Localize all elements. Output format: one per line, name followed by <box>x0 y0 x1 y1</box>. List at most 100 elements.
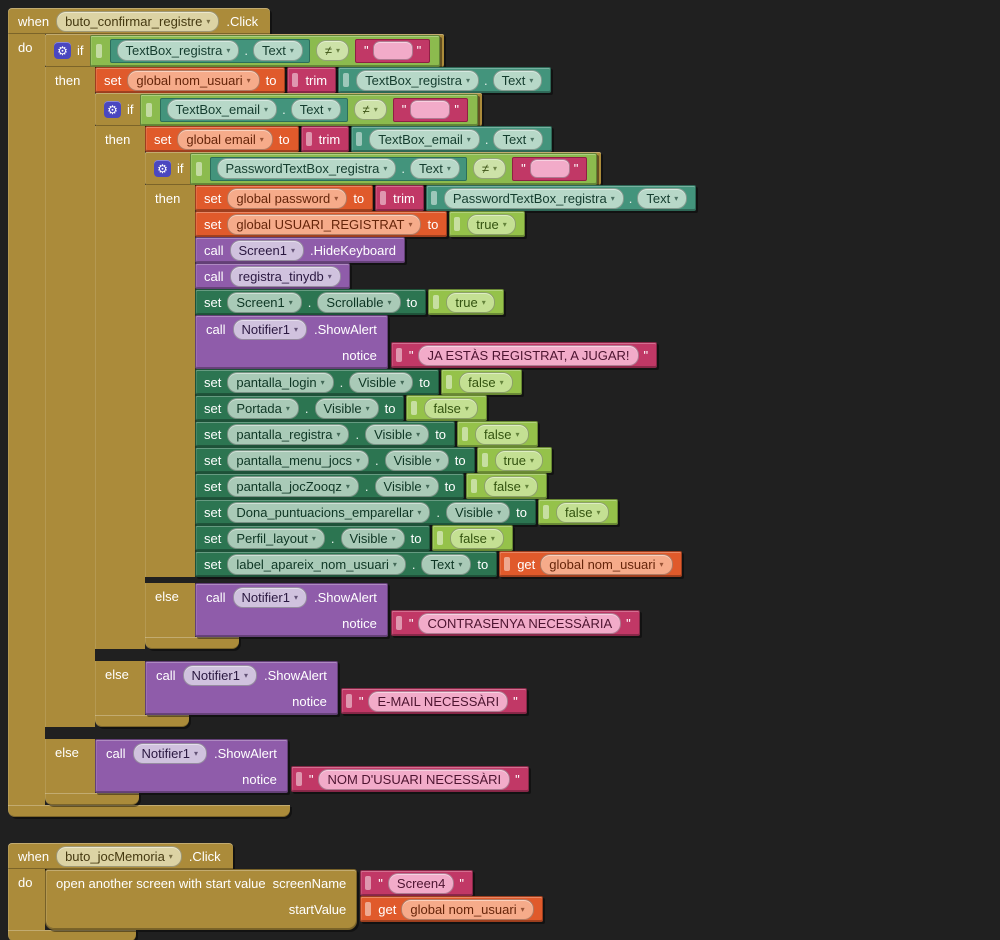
if-block-email[interactable]: ⚙ if TextBox_email ▾ . <box>95 93 697 727</box>
string-block[interactable]: " CONTRASENYA NECESSÀRIA " <box>390 610 640 636</box>
logic-value-dropdown[interactable]: false ▾ <box>475 423 529 445</box>
trim-block[interactable]: trim <box>300 126 350 152</box>
component-dropdown[interactable]: TextBox_email ▾ <box>369 128 480 150</box>
comparison-block[interactable]: TextBox_email ▾ . Text ▾ <box>139 93 478 126</box>
string-input[interactable] <box>372 41 413 60</box>
logic-value-dropdown[interactable]: false ▾ <box>459 371 513 393</box>
string-input[interactable] <box>410 100 451 119</box>
string-input[interactable]: CONTRASENYA NECESSÀRIA <box>418 612 622 634</box>
string-input[interactable]: E-MAIL NECESSÀRI <box>368 690 509 712</box>
property-dropdown[interactable]: Text ▾ <box>290 99 341 120</box>
string-block[interactable]: " Screen4 " <box>360 870 473 896</box>
logic-value-dropdown[interactable]: true ▾ <box>494 449 543 471</box>
call-showalert-block[interactable]: call Notifier1 ▾ .ShowAlert <box>195 315 658 369</box>
logic-value-dropdown[interactable]: true ▾ <box>446 291 495 313</box>
logic-value-block[interactable]: false ▾ <box>432 525 513 551</box>
set-property-block[interactable]: set Dona_puntuacions_emparellar ▾ . <box>195 499 536 525</box>
variable-dropdown[interactable]: global nom_usuari ▾ <box>127 69 260 91</box>
event-block-header[interactable]: when buto_jocMemoria ▾ .Click <box>8 843 233 869</box>
set-variable-block[interactable]: set global password ▾ to <box>195 185 374 211</box>
logic-value-dropdown[interactable]: false ▾ <box>450 527 504 549</box>
logic-value-dropdown[interactable]: false ▾ <box>484 475 538 497</box>
property-dropdown[interactable]: Visible ▾ <box>365 423 430 445</box>
string-input[interactable]: NOM D'USUARI NECESSÀRI <box>318 768 511 790</box>
set-variable-block[interactable]: set global USUARI_REGISTRAT ▾ to <box>195 211 448 237</box>
call-procedure-block[interactable]: call registra_tinydb ▾ <box>195 263 350 289</box>
property-getter-block[interactable]: TextBox_email ▾ . Text ▾ <box>159 97 348 122</box>
set-property-block[interactable]: set pantalla_menu_jocs ▾ . <box>195 447 475 473</box>
component-dropdown[interactable]: pantalla_jocZooqz ▾ <box>227 475 359 497</box>
component-dropdown[interactable]: PasswordTextBox_registra ▾ <box>216 158 397 179</box>
string-input[interactable]: Screen4 <box>387 872 455 894</box>
component-dropdown[interactable]: Perfil_layout ▾ <box>227 527 325 549</box>
property-getter-block[interactable]: TextBox_email ▾ . Text ▾ <box>351 126 553 152</box>
variable-dropdown[interactable]: global password ▾ <box>227 187 348 209</box>
string-block[interactable]: " JA ESTÀS REGISTRAT, A JUGAR! " <box>390 342 658 368</box>
logic-value-block[interactable]: false ▾ <box>457 421 538 447</box>
variable-dropdown[interactable]: global USUARI_REGISTRAT ▾ <box>227 213 422 235</box>
component-dropdown[interactable]: Dona_puntuacions_emparellar ▾ <box>227 501 431 523</box>
procedure-dropdown[interactable]: registra_tinydb ▾ <box>229 265 341 287</box>
component-dropdown[interactable]: pantalla_menu_jocs ▾ <box>227 449 369 471</box>
event-block-header[interactable]: when buto_confirmar_registre ▾ .Click <box>8 8 271 34</box>
property-dropdown[interactable]: Visible ▾ <box>446 501 511 523</box>
operator-dropdown[interactable]: ≠ ▾ <box>353 99 387 120</box>
property-getter-block[interactable]: PasswordTextBox_registra ▾ . Text ▾ <box>425 185 697 211</box>
string-input[interactable]: JA ESTÀS REGISTRAT, A JUGAR! <box>418 344 639 366</box>
set-property-block[interactable]: set pantalla_registra ▾ . <box>195 421 456 447</box>
logic-value-block[interactable]: true ▾ <box>476 447 552 473</box>
property-dropdown[interactable]: Text ▾ <box>637 187 688 209</box>
property-dropdown[interactable]: Text ▾ <box>252 40 303 61</box>
variable-dropdown[interactable]: global nom_usuari ▾ <box>401 898 534 920</box>
property-dropdown[interactable]: Text ▾ <box>492 69 543 91</box>
component-dropdown[interactable]: PasswordTextBox_registra ▾ <box>443 187 624 209</box>
set-property-block[interactable]: set Perfil_layout ▾ . <box>195 525 431 551</box>
call-hidekeyboard-block[interactable]: call Screen1 ▾ .HideKeyboard <box>195 237 405 263</box>
call-showalert-block[interactable]: call Notifier1 ▾ .ShowAlert notice <box>95 739 529 793</box>
component-dropdown[interactable]: label_apareix_nom_usuari ▾ <box>227 553 406 575</box>
logic-value-dropdown[interactable]: false ▾ <box>424 397 478 419</box>
component-dropdown[interactable]: pantalla_login ▾ <box>227 371 334 393</box>
operator-dropdown[interactable]: ≠ ▾ <box>315 40 349 61</box>
set-property-block[interactable]: set pantalla_login ▾ . <box>195 369 440 395</box>
string-block[interactable]: " E-MAIL NECESSÀRI " <box>340 688 527 714</box>
set-property-block[interactable]: set Screen1 ▾ . <box>195 289 427 315</box>
component-dropdown[interactable]: pantalla_registra ▾ <box>227 423 350 445</box>
logic-true-block[interactable]: true ▾ <box>428 289 504 315</box>
property-dropdown[interactable]: Text ▾ <box>493 128 544 150</box>
comparison-block[interactable]: TextBox_registra ▾ . Text ▾ ≠ ▾ <box>89 34 441 67</box>
variable-dropdown[interactable]: global nom_usuari ▾ <box>540 553 673 575</box>
if-block-nom[interactable]: ⚙ if TextBox_registra ▾ . Text ▾ <box>45 34 697 805</box>
string-input[interactable] <box>529 159 570 178</box>
set-variable-block[interactable]: set global email ▾ to <box>145 126 299 152</box>
trim-block[interactable]: trim <box>375 185 424 211</box>
set-property-block[interactable]: set pantalla_jocZooqz ▾ . <box>195 473 465 499</box>
empty-string-block[interactable]: " " <box>354 38 431 63</box>
component-dropdown[interactable]: TextBox_email ▾ <box>166 99 278 120</box>
get-variable-block[interactable]: get global nom_usuari ▾ <box>360 896 543 922</box>
when-joc-memoria-block[interactable]: when buto_jocMemoria ▾ .Click do open an… <box>8 843 543 940</box>
property-dropdown[interactable]: Visible ▾ <box>384 449 449 471</box>
property-dropdown[interactable]: Visible ▾ <box>349 371 414 393</box>
event-component-dropdown[interactable]: buto_jocMemoria ▾ <box>56 845 182 867</box>
logic-value-block[interactable]: false ▾ <box>466 473 547 499</box>
component-dropdown[interactable]: Notifier1 ▾ <box>132 742 207 764</box>
if-block-password[interactable]: ⚙ if PasswordTextBox_registra ▾ <box>145 152 697 649</box>
get-variable-block[interactable]: get global nom_usuari ▾ <box>499 551 682 577</box>
mutator-gear-icon[interactable]: ⚙ <box>104 101 121 118</box>
component-dropdown[interactable]: Notifier1 ▾ <box>182 664 257 686</box>
property-dropdown[interactable]: Text ▾ <box>410 158 460 179</box>
component-dropdown[interactable]: Portada ▾ <box>227 397 299 419</box>
component-dropdown[interactable]: TextBox_registra ▾ <box>356 69 479 91</box>
logic-value-dropdown[interactable]: true ▾ <box>467 213 516 235</box>
event-component-dropdown[interactable]: buto_confirmar_registre ▾ <box>56 10 220 32</box>
mutator-gear-icon[interactable]: ⚙ <box>154 160 171 177</box>
property-getter-block[interactable]: TextBox_registra ▾ . Text ▾ <box>338 67 552 93</box>
property-getter-block[interactable]: TextBox_registra ▾ . Text ▾ <box>109 38 310 63</box>
component-dropdown[interactable]: Screen1 ▾ <box>227 291 302 313</box>
logic-value-block[interactable]: false ▾ <box>537 499 619 525</box>
set-property-block[interactable]: set label_apareix_nom_usuari ▾ . <box>195 551 498 577</box>
set-variable-block[interactable]: set global nom_usuari ▾ to <box>95 67 286 93</box>
component-dropdown[interactable]: Screen1 ▾ <box>229 239 304 261</box>
comparison-block[interactable]: PasswordTextBox_registra ▾ . Text ▾ <box>189 152 598 185</box>
